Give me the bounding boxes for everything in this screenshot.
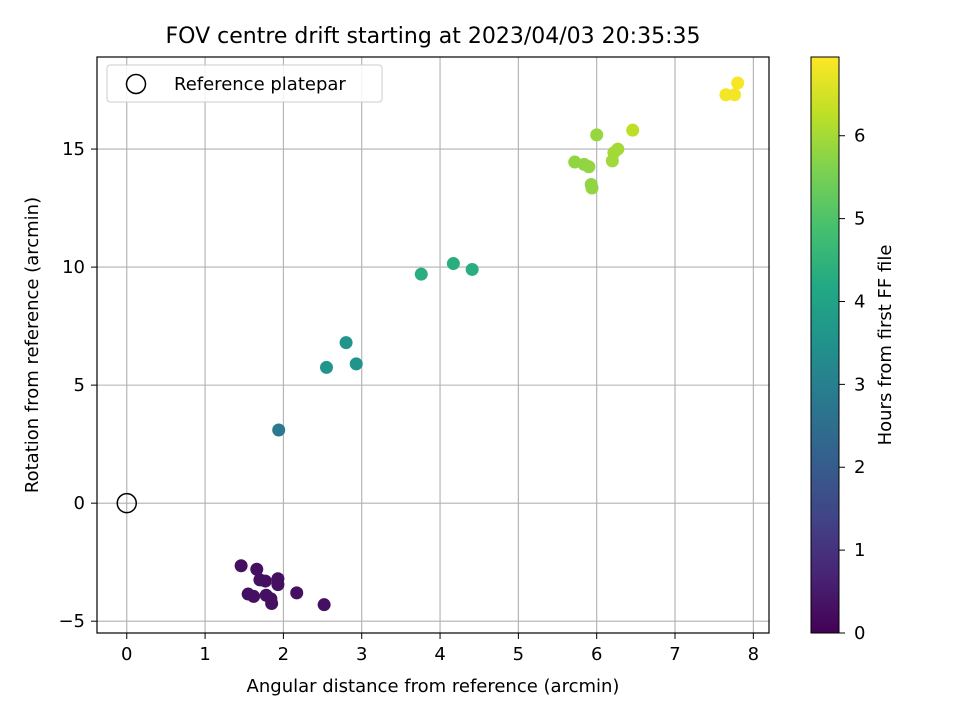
- data-point: [585, 181, 599, 195]
- data-point: [339, 336, 353, 350]
- legend-marker-reference: [125, 73, 147, 95]
- colorbar-label: Hours from first FF file: [875, 245, 896, 446]
- y-axis-label: Rotation from reference (arcmin): [22, 197, 43, 493]
- data-point: [728, 88, 742, 102]
- data-point: [271, 578, 285, 592]
- plot-frame: [96, 56, 770, 634]
- x-axis-label: Angular distance from reference (arcmin): [247, 676, 620, 697]
- data-point: [247, 589, 261, 603]
- x-tick-label: 0: [121, 644, 132, 665]
- legend: Reference platepar: [106, 64, 383, 103]
- x-tick-label: 7: [669, 644, 680, 665]
- data-point: [319, 360, 333, 374]
- y-tick-label: 10: [62, 257, 85, 278]
- data-point: [446, 257, 460, 271]
- legend-entry-reference: Reference platepar: [174, 74, 346, 95]
- colorbar-tick-label: 3: [854, 374, 865, 395]
- data-point: [290, 586, 304, 600]
- colorbar-tick-label: 0: [854, 623, 865, 644]
- colorbar-tick-label: 5: [854, 209, 865, 230]
- data-point: [590, 128, 604, 142]
- x-tick-label: 2: [278, 644, 289, 665]
- colorbar-ticks: 0 1 2 3 4 5 6: [839, 126, 865, 644]
- data-point: [414, 267, 428, 281]
- colorbar-tick-label: 1: [854, 540, 865, 561]
- y-axis-ticks: −5 0 5 10 15: [58, 139, 97, 632]
- x-tick-label: 4: [434, 644, 445, 665]
- data-points: [116, 76, 745, 612]
- y-tick-label: 5: [74, 375, 85, 396]
- data-point: [258, 574, 272, 588]
- data-point: [731, 76, 745, 90]
- colorbar-tick-label: 4: [854, 291, 865, 312]
- reference-point-marker: [116, 492, 138, 514]
- x-tick-label: 3: [356, 644, 367, 665]
- data-point: [582, 160, 596, 174]
- data-point: [272, 423, 286, 437]
- x-tick-label: 8: [748, 644, 759, 665]
- data-point: [349, 357, 363, 371]
- x-tick-label: 6: [591, 644, 602, 665]
- data-point: [465, 262, 479, 276]
- x-tick-label: 1: [199, 644, 210, 665]
- colorbar: 0 1 2 3 4 5 6 Hours from first FF file: [810, 56, 896, 644]
- x-axis-ticks: 0 1 2 3 4 5 6 7 8: [121, 633, 759, 665]
- data-point: [234, 559, 248, 573]
- data-point: [317, 598, 331, 612]
- data-point: [250, 562, 264, 576]
- data-point: [626, 123, 640, 137]
- y-tick-label: 15: [62, 139, 85, 160]
- colorbar-tick-label: 6: [854, 126, 865, 147]
- x-tick-label: 5: [513, 644, 524, 665]
- colorbar-tick-label: 2: [854, 457, 865, 478]
- data-point: [611, 142, 625, 156]
- colorbar-gradient: [810, 56, 840, 634]
- legend-box: [106, 64, 383, 103]
- y-tick-label: 0: [74, 493, 85, 514]
- grid: [97, 57, 769, 633]
- y-tick-label: −5: [58, 611, 85, 632]
- data-point: [265, 596, 279, 610]
- chart-title: FOV centre drift starting at 2023/04/03 …: [166, 24, 701, 49]
